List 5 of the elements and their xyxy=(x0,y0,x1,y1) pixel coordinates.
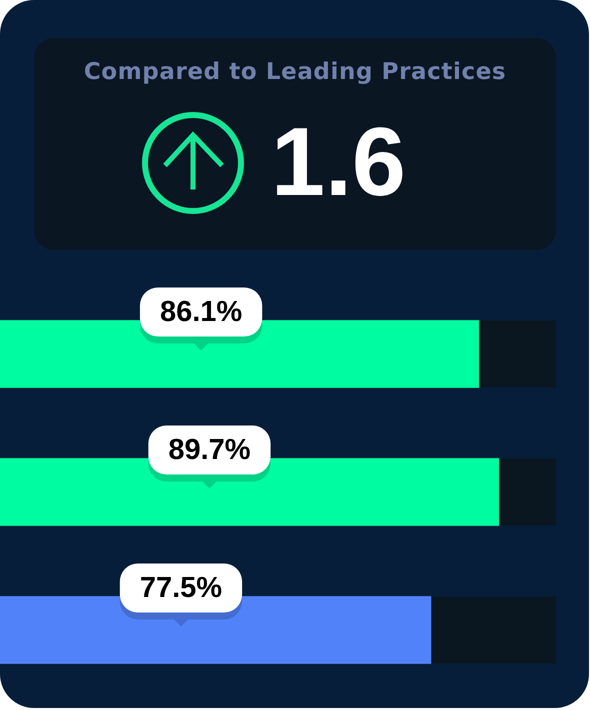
text: 1.6 xyxy=(271,107,406,216)
text: Compared to Leading Practices xyxy=(82,59,508,85)
data-label: 86.1% xyxy=(160,296,242,328)
data-label: 77.5% xyxy=(140,572,222,604)
data-label: 89.7% xyxy=(168,434,251,466)
